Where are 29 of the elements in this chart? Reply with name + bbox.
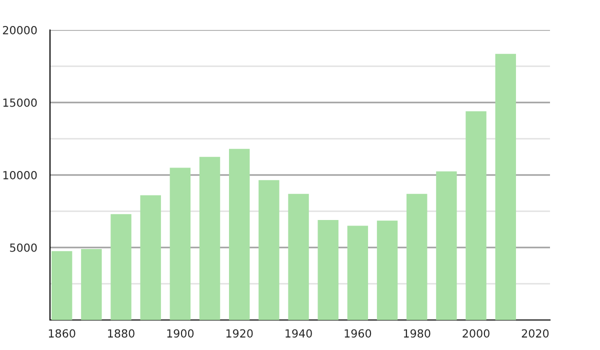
bar	[436, 171, 457, 320]
bar	[81, 248, 102, 320]
y-tick-label: 15000	[3, 98, 37, 107]
bar	[170, 168, 191, 320]
bar	[228, 148, 250, 320]
bar	[258, 180, 280, 320]
x-tick-label: 2020	[522, 329, 549, 338]
y-tick-label: 5000	[10, 243, 37, 252]
bar	[466, 111, 486, 320]
y-tick-label: 20000	[2, 26, 37, 34]
x-tick-label: 1880	[108, 329, 134, 338]
x-tick-label: 1860	[48, 329, 76, 338]
bar	[406, 194, 428, 320]
bar	[140, 195, 161, 320]
bar	[318, 220, 338, 320]
x-tick-label: 1900	[167, 329, 194, 338]
x-tick-label: 1920	[226, 329, 253, 338]
y-tick-label: 10000	[3, 170, 37, 180]
bar	[347, 226, 368, 320]
bar	[288, 194, 309, 320]
x-tick-label: 1960	[344, 329, 372, 338]
bar	[376, 220, 398, 320]
bar	[199, 156, 220, 320]
bar	[110, 214, 132, 320]
bar	[495, 54, 516, 320]
x-tick-label: 1980	[404, 329, 430, 338]
x-tick-label: 2000	[462, 329, 490, 338]
bar	[51, 251, 72, 320]
x-tick-label: 1940	[286, 329, 312, 338]
